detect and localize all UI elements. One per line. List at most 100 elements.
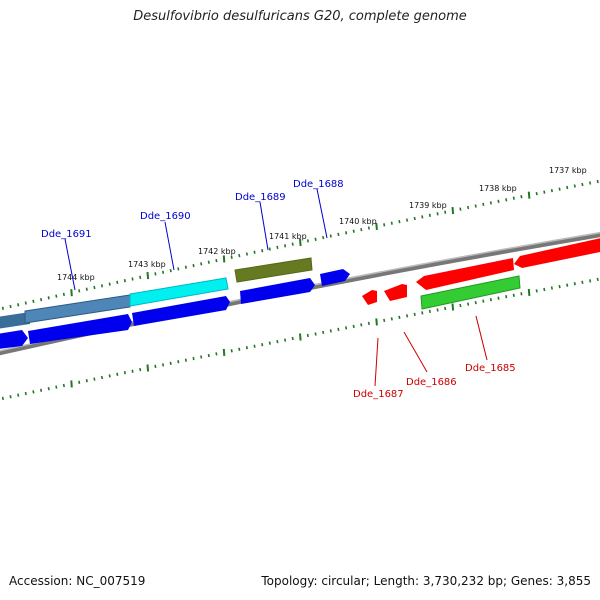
gene-block-dde-1687[interactable] bbox=[362, 290, 377, 305]
inner-scale-minor-tick bbox=[566, 283, 569, 287]
inner-scale-major-tick bbox=[70, 380, 73, 388]
outer-scale-major-tick bbox=[375, 222, 378, 230]
outer-scale-minor-tick bbox=[261, 249, 264, 253]
inner-scale-major-tick bbox=[222, 348, 226, 356]
leader-dde-1691 bbox=[64, 238, 76, 291]
outer-scale-major-tick bbox=[222, 255, 226, 263]
gene-block-right[interactable] bbox=[514, 236, 600, 268]
cds-olive[interactable] bbox=[234, 257, 313, 283]
inner-scale-minor-tick bbox=[192, 356, 195, 361]
outer-scale-minor-tick bbox=[177, 267, 180, 271]
outer-scale-major-tick bbox=[527, 191, 531, 199]
kbp-label-1740: 1740 kbp bbox=[339, 217, 377, 226]
outer-scale-minor-tick bbox=[245, 252, 248, 256]
gene-label-dde-1686[interactable]: Dde_1686 bbox=[406, 377, 457, 388]
inner-scale-minor-tick bbox=[93, 377, 96, 381]
gene-block-dde-1686[interactable] bbox=[384, 284, 407, 301]
inner-scale-minor-tick bbox=[284, 338, 287, 342]
outer-scale-minor-tick bbox=[512, 196, 515, 200]
kbp-label-1744: 1744 kbp bbox=[57, 273, 95, 282]
leader-dde-1688 bbox=[316, 188, 328, 239]
outer-scale-minor-tick bbox=[345, 231, 348, 235]
inner-scale-minor-tick bbox=[543, 287, 546, 292]
outer-scale-minor-tick bbox=[40, 297, 43, 302]
inner-scale-major-tick bbox=[375, 318, 378, 326]
gene-block-dde-1690[interactable] bbox=[132, 296, 230, 326]
inner-scale-minor-tick bbox=[390, 317, 393, 321]
inner-scale-minor-tick bbox=[230, 349, 233, 353]
inner-scale bbox=[1, 277, 599, 401]
kbp-label-1741: 1741 kbp bbox=[269, 232, 307, 241]
outer-scale-minor-tick bbox=[314, 237, 317, 241]
outer-scale-minor-tick bbox=[108, 282, 111, 286]
leader-dde-1687 bbox=[374, 337, 379, 387]
inner-scale-minor-tick bbox=[444, 306, 447, 311]
outer-scale-minor-tick bbox=[367, 226, 370, 230]
outer-scale-minor-tick bbox=[428, 213, 431, 217]
outer-scale bbox=[1, 179, 599, 310]
leader-dde-1685 bbox=[475, 315, 488, 361]
gene-label-dde-1689[interactable]: Dde_1689 bbox=[235, 192, 286, 203]
inner-scale-minor-tick bbox=[383, 318, 386, 323]
cds-steelblue-left[interactable] bbox=[0, 312, 30, 330]
inner-scale-minor-tick bbox=[276, 339, 279, 344]
outer-scale-major-tick bbox=[299, 238, 302, 247]
gene-block-dde-1688[interactable] bbox=[320, 269, 350, 286]
cds-cyan[interactable] bbox=[129, 277, 229, 307]
inner-scale-minor-tick bbox=[85, 379, 88, 383]
cds-green[interactable] bbox=[420, 275, 521, 310]
gene-block-dde-1691[interactable] bbox=[28, 314, 132, 344]
inner-scale-minor-tick bbox=[131, 369, 134, 373]
gene-label-dde-1690[interactable]: Dde_1690 bbox=[140, 211, 191, 222]
outer-scale-minor-tick bbox=[162, 270, 165, 274]
cds-steelblue[interactable] bbox=[24, 294, 131, 324]
outer-scale-minor-tick bbox=[444, 210, 447, 214]
outer-scale-minor-tick bbox=[24, 301, 27, 305]
inner-scale-minor-tick bbox=[207, 353, 210, 358]
outer-scale-minor-tick bbox=[55, 294, 58, 298]
gene-block-dde-1685[interactable] bbox=[416, 258, 514, 290]
inner-scale-minor-tick bbox=[329, 329, 332, 333]
outer-scale-minor-tick bbox=[230, 255, 233, 259]
inner-scale-minor-tick bbox=[108, 374, 111, 378]
inner-scale-minor-tick bbox=[62, 383, 65, 388]
inner-scale-minor-tick bbox=[184, 358, 187, 362]
inner-scale-minor-tick bbox=[162, 363, 165, 367]
inner-scale-minor-tick bbox=[428, 309, 431, 314]
outer-scale-minor-tick bbox=[253, 250, 256, 254]
outer-scale-minor-tick bbox=[215, 258, 218, 263]
leader-dde-1686 bbox=[403, 331, 428, 373]
gene-block-far-left[interactable] bbox=[0, 330, 28, 350]
outer-scale-minor-tick bbox=[192, 263, 195, 268]
outer-scale-minor-tick bbox=[550, 188, 553, 193]
outer-scale-minor-tick bbox=[1, 306, 4, 310]
inner-scale-minor-tick bbox=[558, 284, 561, 289]
gene-label-dde-1688[interactable]: Dde_1688 bbox=[293, 179, 344, 190]
leader-dde-1690 bbox=[164, 221, 175, 271]
outer-scale-minor-tick bbox=[505, 198, 508, 202]
outer-scale-major-tick bbox=[451, 207, 455, 215]
gene-label-dde-1691[interactable]: Dde_1691 bbox=[41, 229, 92, 240]
outer-scale-minor-tick bbox=[9, 304, 12, 309]
outer-scale-minor-tick bbox=[383, 223, 386, 227]
inner-scale-minor-tick bbox=[367, 321, 370, 326]
outer-scale-minor-tick bbox=[581, 182, 584, 187]
inner-scale-minor-tick bbox=[169, 361, 172, 365]
gene-block-dde-1689[interactable] bbox=[240, 278, 315, 304]
inner-scale-minor-tick bbox=[47, 387, 50, 391]
inner-scale-minor-tick bbox=[360, 323, 363, 327]
inner-scale-minor-tick bbox=[245, 346, 248, 350]
topology-text: Topology: circular; Length: 3,730,232 bp… bbox=[261, 574, 591, 588]
gene-label-dde-1685[interactable]: Dde_1685 bbox=[465, 363, 516, 374]
outer-scale-minor-tick bbox=[154, 272, 157, 276]
gene-label-dde-1687[interactable]: Dde_1687 bbox=[353, 389, 404, 400]
inner-scale-minor-tick bbox=[177, 360, 180, 364]
outer-scale-minor-tick bbox=[268, 247, 271, 251]
outer-scale-minor-tick bbox=[207, 260, 210, 264]
outer-scale-major-tick bbox=[70, 289, 73, 297]
kbp-label-1737: 1737 kbp bbox=[549, 166, 587, 175]
outer-scale-minor-tick bbox=[169, 268, 172, 273]
inner-scale-minor-tick bbox=[268, 341, 271, 345]
outer-scale-minor-tick bbox=[406, 218, 409, 222]
inner-scale-minor-tick bbox=[100, 375, 104, 380]
